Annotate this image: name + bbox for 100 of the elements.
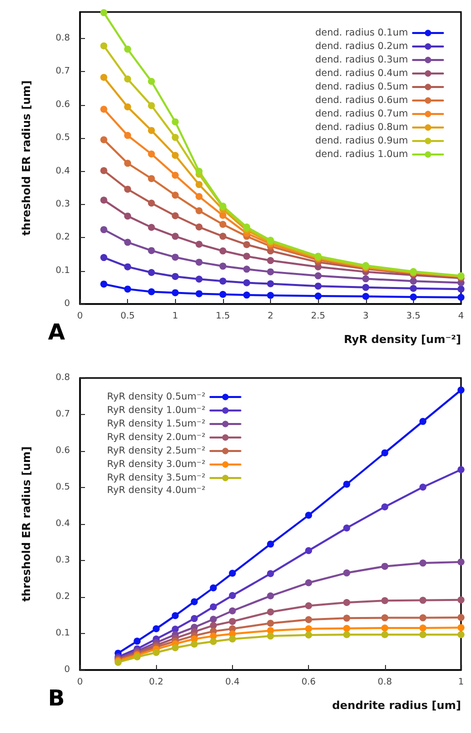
point	[219, 290, 226, 298]
point	[134, 638, 141, 645]
y-tick-label: 0.7	[56, 66, 70, 77]
point	[100, 196, 108, 204]
point	[305, 512, 312, 519]
point	[172, 152, 179, 159]
point	[196, 192, 203, 200]
x-tick-label: 1	[172, 312, 178, 322]
point	[410, 294, 417, 301]
point	[172, 254, 179, 261]
x-tick-label: 4	[458, 312, 464, 322]
x-tick-label: 0.8	[378, 678, 392, 688]
point	[381, 503, 388, 510]
point	[362, 292, 370, 300]
point	[267, 292, 274, 299]
x-tick-label: 1	[458, 678, 464, 688]
legend-label: RyR density 2.5um⁻²	[106, 446, 206, 456]
legend-label: dend. radius 0.9um	[315, 136, 408, 146]
y-tick-label: 0.5	[56, 482, 70, 492]
point	[243, 252, 250, 260]
point	[196, 290, 203, 298]
point	[381, 631, 388, 638]
legend-label: dend. radius 0.5um	[315, 82, 408, 92]
y-tick-label: 0.1	[56, 628, 70, 638]
point	[196, 224, 203, 231]
point	[305, 625, 312, 632]
point	[196, 181, 203, 188]
point	[343, 569, 350, 576]
point	[172, 118, 179, 126]
point	[196, 168, 203, 175]
point	[228, 570, 236, 577]
point	[172, 289, 179, 296]
point	[419, 596, 426, 604]
point	[190, 598, 198, 606]
point	[305, 602, 312, 610]
y-tick-label: 0	[64, 665, 70, 675]
point	[228, 592, 236, 600]
point	[267, 570, 274, 578]
point	[148, 78, 155, 85]
y-tick-label: 0.6	[56, 100, 70, 110]
legend-label: RyR density 1.5um⁻²	[106, 418, 206, 430]
point	[314, 292, 322, 300]
point	[124, 132, 132, 139]
point	[100, 280, 108, 288]
point	[243, 279, 250, 286]
point	[419, 418, 426, 425]
x-axis-title: dendrite radius [um]	[332, 699, 461, 712]
point	[172, 172, 179, 179]
point	[267, 268, 274, 276]
point	[419, 624, 426, 632]
point	[243, 292, 250, 299]
legend-label: dend. radius 0.7um	[315, 108, 408, 120]
point	[172, 212, 179, 220]
legend-label: RyR density 3.5um⁻²	[106, 472, 206, 484]
point	[243, 241, 250, 248]
point	[314, 282, 322, 290]
point	[100, 167, 108, 174]
point	[419, 484, 426, 491]
point	[196, 276, 203, 283]
point	[100, 106, 108, 113]
point	[172, 134, 179, 141]
point	[219, 232, 226, 240]
y-tick-label: 0.4	[56, 519, 70, 529]
point	[343, 598, 350, 606]
point	[362, 275, 370, 282]
point	[148, 150, 155, 158]
point	[343, 614, 350, 622]
point	[148, 175, 155, 182]
point	[210, 638, 217, 646]
point	[210, 584, 217, 592]
point	[410, 278, 417, 285]
x-tick-label: 0.4	[225, 678, 240, 688]
point	[458, 286, 464, 293]
point	[343, 631, 350, 638]
y-axis-title: threshold ER radius [um]	[20, 446, 33, 602]
point	[219, 247, 226, 254]
text: B	[48, 686, 65, 712]
point	[196, 258, 203, 266]
point	[305, 631, 312, 638]
point	[228, 607, 236, 614]
point	[381, 597, 388, 604]
x-tick-label: 0.6	[301, 678, 316, 688]
point	[343, 624, 350, 632]
point	[148, 247, 155, 254]
x-tick-label: 2	[268, 312, 274, 322]
y-tick-label: 0.5	[56, 133, 70, 144]
point	[124, 286, 132, 293]
legend-label: RyR density 3.0um⁻²	[106, 459, 206, 470]
text: A	[48, 320, 66, 346]
legend-label: dend. radius 0.3um	[315, 54, 408, 66]
point	[419, 560, 426, 567]
point	[267, 592, 274, 600]
point	[381, 614, 388, 622]
point	[124, 46, 132, 53]
point	[343, 480, 350, 488]
point	[362, 284, 370, 291]
point	[124, 238, 132, 246]
y-tick-label: 0.2	[56, 592, 70, 602]
legend-label: RyR density 0.5um⁻²	[106, 392, 206, 402]
point	[152, 625, 160, 632]
